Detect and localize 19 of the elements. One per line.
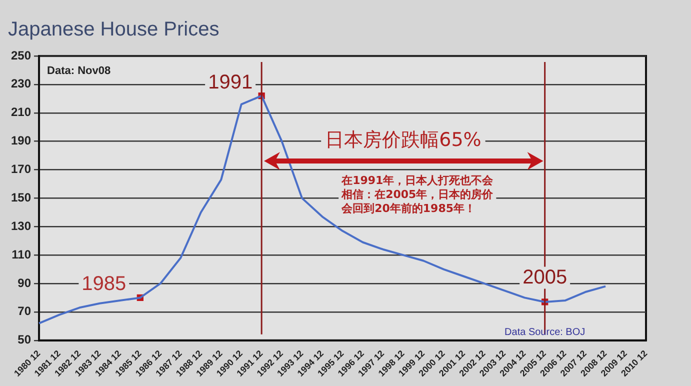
y-tick-label: 250 [10, 48, 32, 62]
y-tick-label: 230 [10, 76, 32, 91]
y-tick-label: 70 [18, 304, 32, 318]
y-tick-label: 170 [10, 162, 32, 176]
y-tick-label: 190 [10, 134, 32, 148]
annotation: Data: Nov08 [47, 65, 111, 78]
chart-title: Japanese House Prices [8, 18, 220, 41]
ref-line-label: 2005 [522, 266, 568, 288]
annotation: 日本房价跌幅65% [325, 129, 482, 152]
annotation: 1985 [82, 273, 126, 296]
ref-line-label: 1991 [208, 71, 253, 94]
y-tick-label: 210 [10, 105, 32, 120]
y-tick-label: 90 [18, 276, 32, 290]
y-tick-label: 50 [18, 332, 32, 347]
y-tick-label: 130 [10, 218, 32, 233]
annotation: 在1991年，日本人打死也不会相信：在2005年，日本的房价会回到20年前的1985年！ [340, 174, 494, 215]
y-tick-label: 150 [10, 190, 32, 204]
y-tick-label: 110 [12, 247, 32, 262]
annotation: Data Source: BOJ [504, 327, 586, 338]
